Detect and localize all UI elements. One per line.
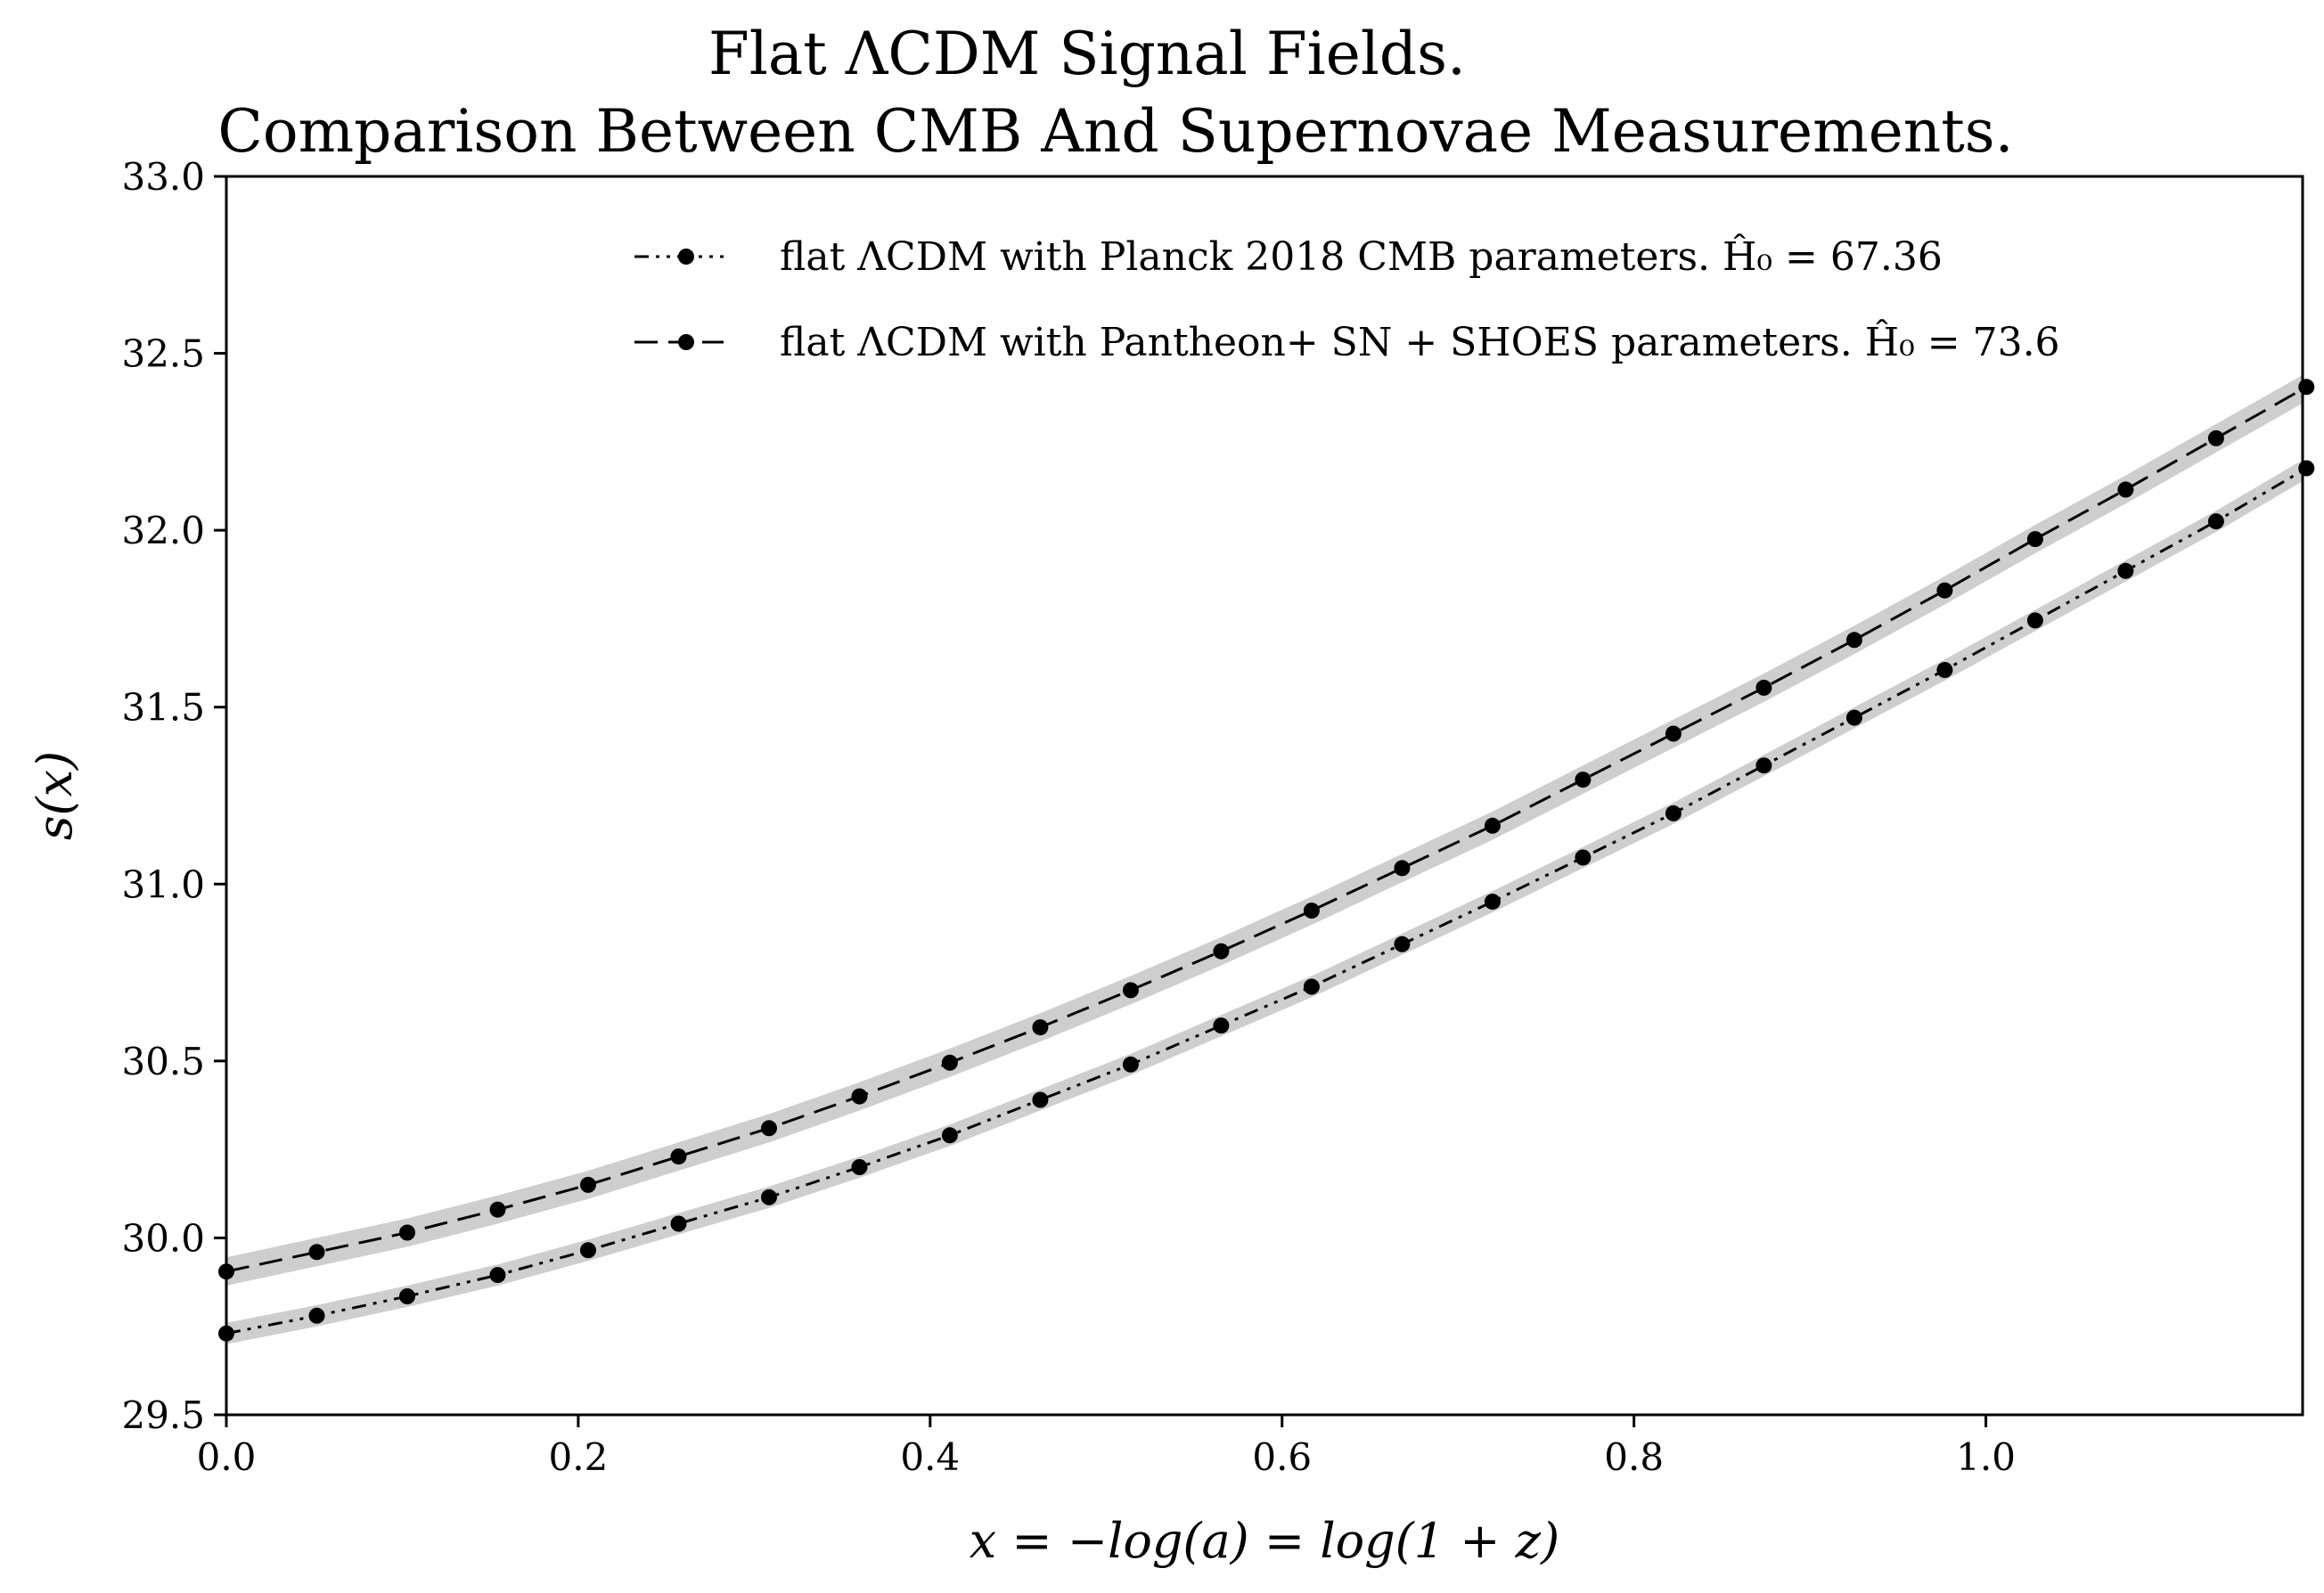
legend-marker-planck	[678, 249, 694, 265]
y-tick-label: 31.5	[121, 686, 205, 730]
y-axis-ticks: 29.5 30.0 30.5 31.0 31.5 32.0 32.5 33.0	[121, 155, 226, 1437]
data-point	[1575, 772, 1592, 788]
series-line-0	[226, 469, 2303, 1336]
data-point	[1755, 679, 1772, 696]
y-tick-label: 30.5	[121, 1040, 205, 1083]
x-tick-label: 1.0	[1956, 1435, 2016, 1479]
y-tick-label: 30.0	[121, 1216, 205, 1260]
data-point	[580, 1242, 596, 1259]
y-axis-label: s(x)	[27, 751, 83, 840]
series-lines	[226, 388, 2303, 1336]
data-point	[1665, 725, 1682, 742]
data-point	[761, 1189, 777, 1205]
data-point	[2207, 429, 2224, 446]
data-point	[1484, 894, 1501, 911]
data-point	[1032, 1019, 1049, 1036]
data-point	[2117, 562, 2134, 579]
data-point	[1394, 860, 1411, 877]
legend-label-planck: flat ΛCDM with Planck 2018 CMB parameter…	[780, 233, 1943, 280]
data-point	[489, 1267, 506, 1284]
data-point	[399, 1224, 415, 1241]
data-point	[308, 1244, 325, 1261]
data-point	[1845, 632, 1862, 649]
data-point	[2026, 612, 2043, 629]
legend-label-pantheon: flat ΛCDM with Pantheon+ SN + SHOES para…	[780, 318, 2060, 365]
data-point	[1755, 757, 1772, 774]
data-point	[399, 1288, 415, 1304]
plot-frame	[225, 175, 2304, 1417]
legend-entry-pantheon: flat ΛCDM with Pantheon+ SN + SHOES para…	[634, 318, 2060, 365]
y-tick-label: 29.5	[121, 1393, 205, 1437]
data-point	[1303, 903, 1320, 919]
x-tick-label: 0.4	[900, 1435, 960, 1479]
legend-marker-pantheon	[678, 334, 694, 350]
x-tick-label: 0.6	[1252, 1435, 1312, 1479]
legend: flat ΛCDM with Planck 2018 CMB parameter…	[634, 233, 2060, 365]
data-point	[2026, 531, 2043, 548]
data-point	[941, 1127, 958, 1144]
data-point	[1303, 978, 1320, 995]
data-point	[670, 1148, 687, 1165]
data-point	[761, 1120, 777, 1137]
data-point	[1575, 849, 1592, 866]
data-point	[1122, 1056, 1139, 1073]
data-point	[1936, 662, 1953, 678]
data-point	[670, 1215, 687, 1232]
x-axis-ticks: 0.0 0.2 0.4 0.6 0.8 1.0	[197, 1415, 2016, 1479]
y-tick-label: 32.0	[121, 509, 205, 552]
data-point	[851, 1088, 868, 1105]
data-point	[2298, 460, 2315, 477]
data-point	[308, 1307, 325, 1324]
series-line-1	[226, 388, 2303, 1273]
data-point	[1665, 805, 1682, 821]
data-point	[2207, 513, 2224, 530]
data-point	[941, 1054, 958, 1071]
y-tick-label: 32.5	[121, 332, 205, 376]
data-point	[1484, 817, 1501, 834]
chart-title-line-1: Flat ΛCDM Signal Fields.	[708, 20, 1466, 88]
data-point	[1213, 943, 1230, 960]
x-tick-label: 0.0	[197, 1435, 257, 1479]
chart-title-line-2: Comparison Between CMB And Supernovae Me…	[217, 97, 2013, 166]
data-point	[489, 1201, 506, 1218]
y-tick-label: 31.0	[121, 862, 205, 906]
data-point	[580, 1176, 596, 1193]
data-point	[1032, 1091, 1049, 1108]
confidence-band-1	[226, 374, 2303, 1286]
legend-entry-planck: flat ΛCDM with Planck 2018 CMB parameter…	[634, 233, 1943, 280]
data-point	[2117, 481, 2134, 498]
data-point	[851, 1159, 868, 1175]
data-point	[2298, 379, 2315, 396]
data-point	[1936, 582, 1953, 599]
data-point	[1845, 709, 1862, 726]
y-tick-label: 33.0	[121, 155, 205, 199]
x-tick-label: 0.2	[549, 1435, 609, 1479]
series-markers	[218, 379, 2315, 1342]
data-point	[1213, 1017, 1230, 1034]
data-point	[1122, 982, 1139, 999]
x-axis-label: x = −log(a) = log(1 + z)	[970, 1513, 1559, 1569]
x-tick-label: 0.8	[1604, 1435, 1664, 1479]
data-point	[1394, 935, 1411, 952]
